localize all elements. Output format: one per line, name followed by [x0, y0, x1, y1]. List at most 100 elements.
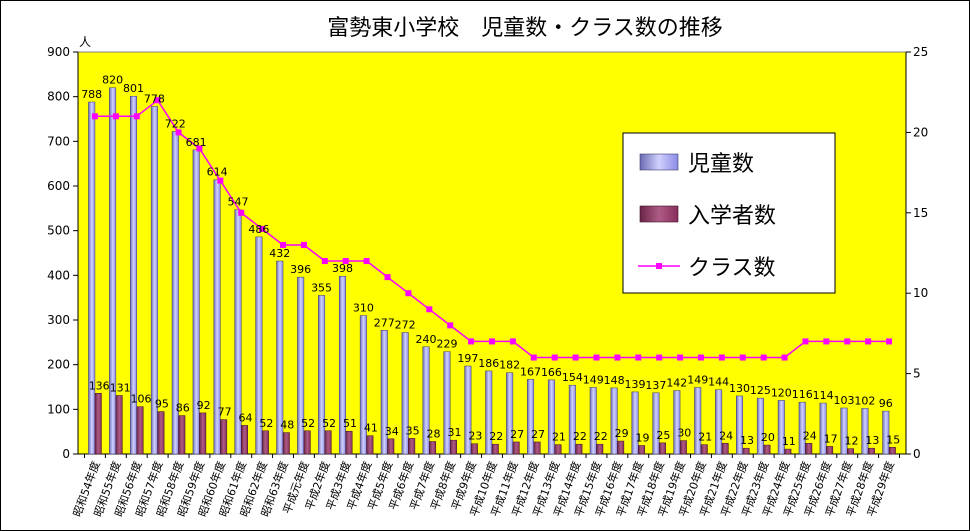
- class-count-marker: [447, 322, 454, 329]
- class-count-marker: [844, 338, 851, 345]
- data-label-enrollment: 398: [332, 262, 353, 275]
- bar-enrollment: [359, 315, 367, 455]
- bar-enrollment: [756, 397, 764, 455]
- bar-new-students: [408, 438, 416, 455]
- data-label-new-students: 77: [218, 406, 232, 419]
- bar-enrollment: [338, 275, 346, 455]
- bar-enrollment: [422, 346, 430, 455]
- data-label-new-students: 11: [782, 435, 796, 448]
- bar-new-students: [178, 415, 186, 455]
- bar-new-students: [429, 441, 437, 455]
- data-label-new-students: 17: [824, 432, 838, 445]
- class-count-marker: [572, 354, 579, 361]
- bar-new-students: [784, 448, 792, 455]
- data-label-new-students: 30: [677, 427, 691, 440]
- class-count-marker: [865, 338, 872, 345]
- bar-new-students: [533, 441, 541, 455]
- data-label-new-students: 106: [130, 393, 151, 406]
- y-left-tick-label: 100: [47, 402, 70, 416]
- data-label-enrollment: 137: [645, 379, 666, 392]
- bar-enrollment: [401, 332, 409, 455]
- bar-enrollment: [694, 387, 702, 455]
- class-count-marker: [886, 338, 893, 345]
- bar-new-students: [888, 447, 896, 455]
- data-label-new-students: 24: [719, 429, 733, 442]
- bar-enrollment: [255, 236, 263, 455]
- data-label-new-students: 48: [280, 419, 294, 432]
- y-left-tick-label: 300: [47, 313, 70, 327]
- y-left-unit-label: 人: [79, 35, 91, 49]
- bar-new-students: [700, 444, 708, 455]
- data-label-enrollment: 722: [165, 118, 186, 131]
- legend-swatch-enrollment: [639, 153, 679, 171]
- bar-enrollment: [547, 379, 555, 455]
- bar-new-students: [617, 440, 625, 455]
- data-label-enrollment: 182: [499, 359, 520, 372]
- bar-enrollment: [882, 410, 890, 455]
- class-count-series: [91, 97, 893, 361]
- data-label-enrollment: 96: [879, 397, 893, 410]
- data-label-enrollment: 144: [708, 376, 729, 389]
- data-label-enrollment: 820: [102, 74, 123, 87]
- class-count-marker: [614, 354, 621, 361]
- data-label-new-students: 22: [573, 430, 587, 443]
- data-label-enrollment: 272: [395, 319, 416, 332]
- y-right-tick-label: 20: [913, 125, 928, 139]
- data-label-enrollment: 130: [729, 382, 750, 395]
- bar-new-students: [491, 443, 499, 455]
- data-label-new-students: 25: [656, 429, 670, 442]
- bar-new-students: [220, 419, 228, 455]
- bar-enrollment: [819, 402, 827, 455]
- class-count-marker: [91, 113, 98, 120]
- class-count-marker: [677, 354, 684, 361]
- bar-new-students: [512, 441, 520, 455]
- bar-enrollment: [234, 209, 242, 455]
- data-label-new-students: 12: [845, 435, 859, 448]
- bar-new-students: [387, 438, 395, 455]
- class-count-marker: [489, 338, 495, 345]
- bar-new-students: [867, 447, 875, 455]
- data-label-new-students: 52: [322, 417, 336, 430]
- data-label-new-students: 13: [865, 434, 879, 447]
- data-label-enrollment: 229: [436, 338, 457, 351]
- bar-new-students: [554, 444, 562, 455]
- y-right-tick-label: 5: [913, 367, 921, 381]
- bar-new-students: [282, 432, 290, 455]
- data-label-new-students: 21: [698, 431, 712, 444]
- data-label-enrollment: 432: [269, 247, 290, 260]
- data-label-enrollment: 125: [750, 384, 771, 397]
- legend-label-enrollment: 児童数: [688, 152, 754, 177]
- data-label-new-students: 34: [385, 425, 399, 438]
- data-label-enrollment: 139: [625, 378, 646, 391]
- class-count-marker: [426, 306, 433, 313]
- data-label-new-students: 28: [427, 427, 441, 440]
- data-label-enrollment: 396: [290, 263, 311, 276]
- bar-new-students: [199, 412, 207, 455]
- data-label-new-students: 41: [364, 422, 378, 435]
- class-count-marker: [635, 354, 642, 361]
- data-label-enrollment: 778: [144, 92, 165, 105]
- data-label-enrollment: 681: [186, 136, 207, 149]
- bar-enrollment: [464, 365, 472, 455]
- data-label-new-students: 19: [636, 432, 650, 445]
- class-count-marker: [217, 177, 224, 184]
- data-label-new-students: 23: [468, 430, 482, 443]
- data-label-enrollment: 116: [792, 388, 813, 401]
- data-label-new-students: 136: [89, 379, 110, 392]
- y-right-tick-label: 0: [913, 447, 921, 461]
- bar-enrollment: [777, 400, 785, 455]
- data-label-enrollment: 166: [541, 366, 562, 379]
- bar-enrollment: [380, 330, 388, 455]
- y-right-tick-label: 15: [913, 206, 928, 220]
- data-label-enrollment: 103: [834, 394, 855, 407]
- data-label-enrollment: 149: [687, 373, 708, 386]
- class-count-marker: [405, 290, 412, 297]
- y-left-tick-label: 900: [47, 45, 70, 59]
- class-count-marker: [593, 354, 600, 361]
- bar-enrollment: [715, 389, 723, 455]
- bar-enrollment: [192, 149, 200, 455]
- class-count-marker: [175, 129, 182, 136]
- bar-enrollment: [297, 276, 305, 455]
- bar-new-students: [449, 439, 457, 455]
